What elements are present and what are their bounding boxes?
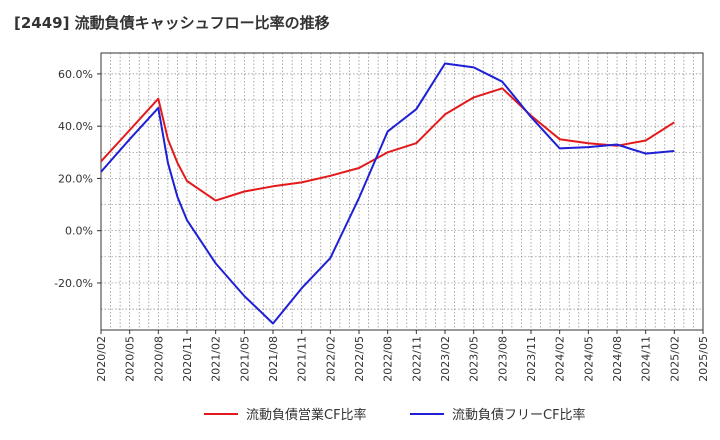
series-line-operating-cf [100,87,675,202]
legend-swatch-operating-cf [204,412,238,415]
x-tick-label: 2022/02 [324,336,337,382]
x-tick-label: 2023/11 [525,336,538,382]
x-tick-label: 2022/05 [353,336,366,382]
x-tick-label: 2020/08 [152,336,165,382]
legend-item-free-cf: 流動負債フリーCF比率 [410,404,586,423]
legend-item-operating-cf: 流動負債営業CF比率 [204,404,367,423]
x-tick-label: 2022/11 [410,336,423,382]
x-tick-label: 2024/02 [554,336,567,382]
series-line-free-cf [100,62,675,325]
x-tick-label: 2025/05 [697,336,710,382]
legend-swatch-free-cf [410,412,444,415]
x-tick-label: 2022/08 [382,336,395,382]
x-tick-label: 2020/02 [95,336,108,382]
legend-label-operating-cf: 流動負債営業CF比率 [246,408,367,423]
x-tick-label: 2024/08 [611,336,624,382]
x-tick-label: 2021/11 [296,336,309,382]
x-tick-label: 2021/02 [210,336,223,382]
x-tick-label: 2024/05 [582,336,595,382]
x-tick-label: 2020/11 [181,336,194,382]
y-tick-label: 0.0% [65,225,93,238]
x-tick-label: 2025/02 [668,336,681,382]
y-tick-label: 20.0% [58,172,93,185]
plot-frame [100,52,704,331]
x-tick-label: 2023/02 [439,336,452,382]
x-tick-label: 2021/05 [238,336,251,382]
y-tick-label: -20.0% [54,277,93,290]
x-tick-label: 2021/08 [267,336,280,382]
y-tick-label: 60.0% [58,68,93,81]
legend-label-free-cf: 流動負債フリーCF比率 [452,408,586,423]
plot-area [101,53,703,330]
x-tick-label: 2023/08 [496,336,509,382]
y-tick-label: 40.0% [58,120,93,133]
x-tick-label: 2023/05 [468,336,481,382]
chart-title: [2449] 流動負債キャッシュフロー比率の推移 [14,14,330,32]
x-tick-label: 2024/11 [640,336,653,382]
x-tick-label: 2020/05 [124,336,137,382]
legend: 流動負債営業CF比率 流動負債フリーCF比率 [0,400,720,428]
